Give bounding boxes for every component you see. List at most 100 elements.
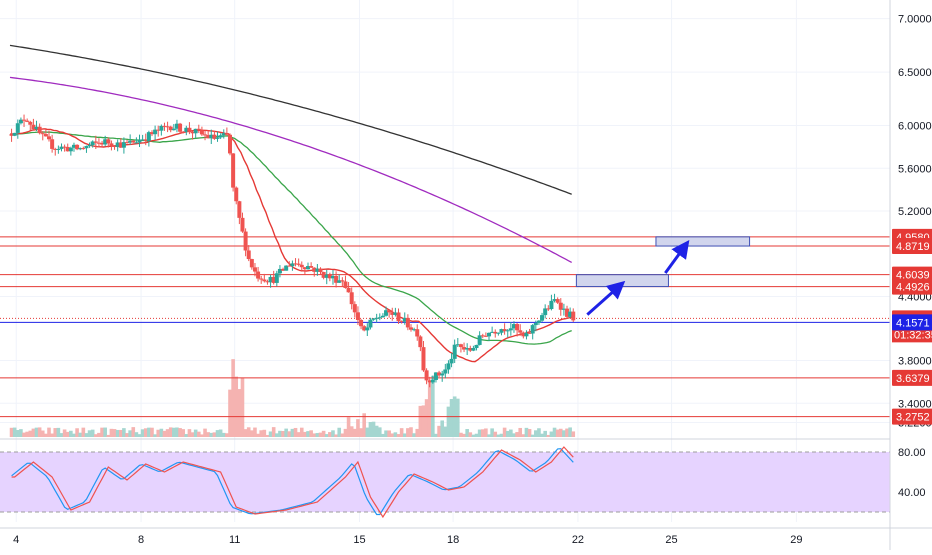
- blue-level-badge-text: 4.1571: [896, 317, 930, 329]
- candle-body: [561, 308, 566, 310]
- volume-bar: [546, 434, 551, 437]
- volume-bar: [115, 429, 120, 437]
- candle-body: [134, 142, 139, 144]
- volume-bar: [534, 430, 538, 437]
- candle-body: [68, 147, 73, 152]
- volume-bar: [225, 433, 229, 437]
- volume-bar: [231, 359, 235, 437]
- candle-body: [343, 281, 348, 288]
- volume-bar: [218, 429, 223, 437]
- x-tick-label: 4: [13, 534, 19, 546]
- volume-bar: [140, 429, 145, 437]
- volume-bar: [315, 433, 320, 437]
- candle-body: [50, 139, 55, 149]
- volume-bar: [409, 427, 413, 437]
- price-badges: 4.95804.87194.60394.49263.63793.27524.19…: [892, 228, 932, 425]
- volume-bar: [509, 429, 513, 437]
- candle-body: [234, 187, 239, 202]
- candle-body: [511, 324, 516, 329]
- volume-bar: [184, 434, 189, 437]
- candle-body: [59, 146, 64, 149]
- volume-bar: [515, 432, 519, 437]
- volume-bar: [368, 422, 373, 437]
- candle-body: [65, 146, 70, 152]
- candle-body: [462, 347, 467, 350]
- candle-body: [558, 302, 563, 310]
- candle-body: [249, 259, 254, 268]
- candle-body: [9, 134, 14, 136]
- candle-body: [22, 119, 27, 121]
- volume-bar: [193, 429, 198, 437]
- rsi-level-label: 40.00: [898, 487, 926, 499]
- candle-body: [487, 332, 492, 337]
- candle-body: [209, 134, 214, 139]
- candle-body: [84, 146, 89, 149]
- candle-body: [552, 299, 557, 301]
- candle-body: [25, 120, 30, 122]
- candle-body: [252, 267, 257, 272]
- candle-body: [443, 369, 448, 374]
- level-badge-bg: [892, 238, 932, 255]
- candle-body: [90, 141, 95, 146]
- volume-bar: [321, 430, 326, 437]
- volume-bar: [543, 430, 547, 437]
- volume-bar: [253, 427, 257, 437]
- candle-body: [212, 134, 217, 139]
- volume-bar: [100, 427, 104, 437]
- candle-body: [393, 312, 398, 315]
- volume-bar: [359, 428, 363, 437]
- candle-body: [265, 281, 270, 283]
- candle-body: [540, 315, 545, 321]
- volume-bar: [328, 432, 332, 437]
- candle-body: [187, 127, 192, 132]
- candle-body: [337, 280, 342, 283]
- candle-body: [143, 139, 148, 141]
- candle-body: [277, 268, 282, 274]
- volume-bar: [50, 433, 54, 437]
- x-tick-label: 18: [447, 534, 459, 546]
- volume-bar: [281, 431, 285, 437]
- volume-bar: [209, 432, 214, 437]
- candle-body: [452, 344, 457, 359]
- candle-body: [334, 275, 339, 283]
- candle-body: [137, 139, 142, 143]
- volume-bar: [331, 430, 335, 437]
- volume-bar: [468, 432, 473, 437]
- volume-bar: [562, 430, 566, 437]
- candle-body: [224, 133, 229, 135]
- volume-bar: [427, 380, 432, 437]
- volume-bar: [103, 427, 107, 437]
- candle-body: [299, 264, 304, 268]
- volume-bar: [377, 427, 382, 437]
- volume-bar: [84, 433, 89, 437]
- candle-body: [171, 128, 176, 131]
- candle-body: [536, 320, 541, 323]
- candle-body: [156, 129, 161, 131]
- horizontal-levels: [0, 236, 890, 418]
- candle-body: [268, 276, 273, 283]
- volume-bar: [412, 433, 416, 437]
- up-arrow-2: [664, 240, 690, 274]
- candle-body: [362, 326, 367, 331]
- candle-body: [96, 142, 101, 144]
- volume-bar: [240, 377, 245, 437]
- candle-body: [349, 292, 354, 305]
- volume-bar: [549, 431, 554, 437]
- candle-body: [521, 332, 526, 337]
- volume-bar: [178, 428, 182, 437]
- candle-body: [118, 142, 123, 148]
- candle-body: [312, 267, 317, 272]
- candle-body: [384, 310, 389, 316]
- volume-bar: [446, 406, 451, 437]
- candle-body: [103, 139, 108, 145]
- candle-body: [346, 287, 351, 293]
- candle-body: [140, 139, 145, 141]
- volume-bar: [65, 431, 70, 437]
- candle-body: [352, 304, 357, 313]
- volume-bar: [337, 427, 342, 437]
- volume-bar: [418, 405, 423, 437]
- volume-bar: [162, 430, 167, 437]
- candle-body: [178, 123, 183, 132]
- volume-bar: [406, 428, 410, 437]
